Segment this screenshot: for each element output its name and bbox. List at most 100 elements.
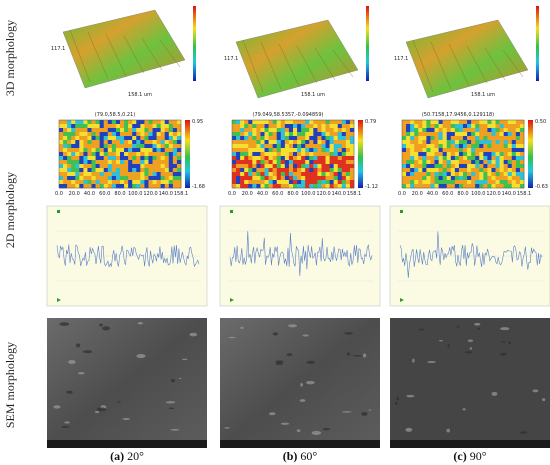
map-cell — [414, 172, 419, 177]
map-cell — [176, 160, 182, 165]
map-cell — [450, 152, 456, 157]
map-cell — [333, 184, 339, 189]
map-cell — [99, 120, 105, 125]
map-cell — [471, 156, 476, 161]
map-cell — [288, 132, 294, 137]
map-cell — [297, 168, 302, 173]
sem-feature — [99, 323, 103, 327]
map-cell — [160, 128, 166, 133]
map-cell — [124, 156, 129, 161]
map-cell — [124, 140, 129, 145]
sem-feature — [165, 401, 176, 404]
map-cell — [91, 136, 96, 141]
map-cell — [284, 128, 290, 133]
map-cell — [87, 136, 92, 141]
map-cell — [418, 180, 423, 185]
x-tick-label: 100.0 — [301, 191, 315, 197]
map-cell — [430, 152, 435, 157]
map-cell — [280, 120, 286, 125]
map-cell — [132, 172, 137, 177]
caption: (a) 20° — [110, 449, 144, 463]
map-cell — [248, 164, 253, 169]
map-cell — [63, 124, 68, 129]
map-cell — [232, 160, 237, 165]
caption-tag: (c) — [453, 449, 466, 463]
map-cell — [124, 148, 129, 153]
map-cell — [487, 172, 492, 177]
map-cell — [107, 156, 113, 161]
map-cell — [507, 172, 513, 177]
map-cell — [276, 172, 282, 177]
map-cell — [438, 144, 443, 149]
map-cell — [160, 172, 166, 177]
map-cell — [156, 124, 161, 129]
map-cell — [434, 180, 439, 185]
groove — [159, 39, 181, 68]
map-cell — [111, 144, 117, 149]
map-cell — [256, 144, 261, 149]
map-cell — [144, 144, 149, 149]
map-cell — [256, 180, 261, 185]
map-cell — [264, 120, 269, 125]
map-cell — [272, 136, 278, 141]
map-cell — [83, 136, 88, 141]
sem-feature — [61, 425, 70, 428]
map-cell — [124, 120, 129, 125]
map-cell — [329, 160, 334, 165]
map-cell — [345, 136, 351, 141]
map-cell — [168, 152, 174, 157]
map-cell — [309, 172, 314, 177]
map-cell — [152, 172, 157, 177]
map-cell — [83, 176, 88, 181]
marker — [57, 210, 60, 213]
map-cell — [136, 176, 141, 181]
map-cell — [115, 176, 121, 181]
map-cell — [248, 124, 253, 129]
height-map — [402, 120, 525, 189]
map-cell — [305, 140, 310, 145]
map-cell — [519, 172, 525, 177]
map-cell — [515, 140, 521, 145]
map-cell — [325, 140, 330, 145]
map-cell — [321, 176, 326, 181]
map-cell — [313, 144, 318, 149]
map-cell — [136, 124, 141, 129]
groove — [69, 29, 91, 83]
map-cell — [132, 184, 137, 189]
map-cell — [341, 148, 347, 153]
x-tick-label: 120.0 — [486, 191, 500, 197]
map-cell — [434, 152, 439, 157]
map-cell — [256, 128, 261, 133]
map-cell — [475, 176, 480, 181]
map-cell — [454, 140, 460, 145]
map-cell — [406, 184, 411, 189]
map-cell — [434, 168, 439, 173]
map-cell — [458, 148, 464, 153]
map-cell — [418, 140, 423, 145]
map-cell — [317, 144, 322, 149]
map-cell — [160, 156, 166, 161]
map-cell — [410, 184, 415, 189]
map-cell — [91, 156, 96, 161]
map-cell — [156, 164, 161, 169]
map-cell — [519, 148, 525, 153]
profile-line — [229, 231, 373, 277]
map-cell — [426, 172, 431, 177]
map-cell — [491, 180, 496, 185]
map-cell — [471, 136, 476, 141]
map-cell — [422, 128, 427, 133]
map-cell — [402, 184, 407, 189]
map-cell — [63, 160, 68, 165]
map-cell — [91, 128, 96, 133]
map-cell — [120, 164, 125, 169]
map-cell — [507, 124, 513, 129]
map-cell — [333, 180, 339, 185]
map-cell — [176, 140, 182, 145]
map-cell — [414, 184, 419, 189]
map-cell — [63, 184, 68, 189]
map-cell — [152, 148, 157, 153]
cursor-label: (79.049,58.5357,-0.094859) — [253, 112, 324, 118]
map-cell — [272, 176, 278, 181]
map-cell — [458, 180, 464, 185]
map-cell — [83, 184, 88, 189]
